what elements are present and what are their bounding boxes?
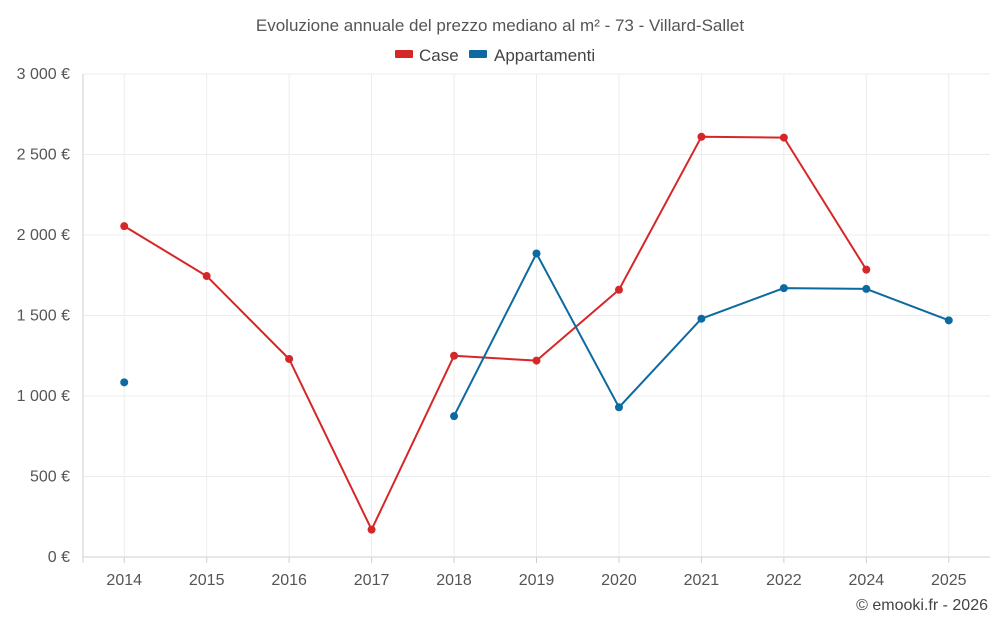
x-tick-label: 2014 bbox=[106, 572, 142, 589]
data-point-case[interactable] bbox=[367, 525, 376, 534]
data-point-appartamenti[interactable] bbox=[120, 378, 129, 387]
series-appartamenti bbox=[120, 249, 953, 421]
legend-item-case[interactable]: Case bbox=[395, 46, 459, 65]
x-tick-label: 2019 bbox=[519, 572, 555, 589]
x-tick-label: 2021 bbox=[684, 572, 720, 589]
legend: Case Appartamenti bbox=[395, 46, 595, 65]
y-tick-label: 0 € bbox=[48, 549, 70, 566]
y-tick-label: 1 500 € bbox=[17, 308, 70, 325]
credit-text: © emooki.fr - 2026 bbox=[856, 597, 988, 614]
data-point-appartamenti[interactable] bbox=[862, 284, 871, 293]
legend-label-appartamenti: Appartamenti bbox=[494, 46, 595, 65]
data-point-case[interactable] bbox=[202, 272, 211, 281]
y-tick-label: 500 € bbox=[30, 469, 70, 486]
data-point-case[interactable] bbox=[532, 356, 541, 365]
grid bbox=[83, 73, 990, 558]
x-tick-label: 2015 bbox=[189, 572, 225, 589]
data-point-case[interactable] bbox=[450, 351, 459, 360]
data-point-appartamenti[interactable] bbox=[944, 316, 953, 325]
data-point-case[interactable] bbox=[614, 285, 623, 294]
legend-swatch-appartamenti bbox=[469, 50, 487, 58]
data-point-appartamenti[interactable] bbox=[697, 314, 706, 323]
data-point-case[interactable] bbox=[779, 133, 788, 142]
legend-item-appartamenti[interactable]: Appartamenti bbox=[469, 46, 595, 65]
x-tick-label: 2018 bbox=[436, 572, 472, 589]
series-case bbox=[120, 132, 871, 534]
data-point-case[interactable] bbox=[285, 354, 294, 363]
x-tick-label: 2022 bbox=[766, 572, 802, 589]
series-line-case bbox=[123, 135, 868, 531]
data-point-appartamenti[interactable] bbox=[779, 284, 788, 293]
y-tick-label: 2 000 € bbox=[17, 227, 70, 244]
x-tick-label: 2016 bbox=[271, 572, 307, 589]
axes: 0 € 500 € 1 000 € 1 500 € 2 000 € 2 500 € 3 00… bbox=[17, 66, 967, 589]
x-tick-label: 2025 bbox=[931, 572, 967, 589]
series bbox=[120, 132, 953, 534]
y-tick-label: 3 000 € bbox=[17, 66, 70, 83]
data-point-case[interactable] bbox=[697, 132, 706, 141]
y-tick-label: 1 000 € bbox=[17, 388, 70, 405]
y-tick-label: 2 500 € bbox=[17, 147, 70, 164]
data-point-case[interactable] bbox=[120, 222, 129, 231]
legend-label-case: Case bbox=[419, 46, 459, 65]
chart-title: Evoluzione annuale del prezzo mediano al… bbox=[256, 16, 745, 35]
data-point-appartamenti[interactable] bbox=[532, 249, 541, 258]
x-tick-label: 2020 bbox=[601, 572, 637, 589]
legend-swatch-case bbox=[395, 50, 413, 58]
x-tick-label: 2017 bbox=[354, 572, 390, 589]
data-point-appartamenti[interactable] bbox=[450, 412, 459, 421]
data-point-appartamenti[interactable] bbox=[614, 403, 623, 412]
x-tick-label: 2024 bbox=[849, 572, 885, 589]
data-point-case[interactable] bbox=[862, 265, 871, 274]
